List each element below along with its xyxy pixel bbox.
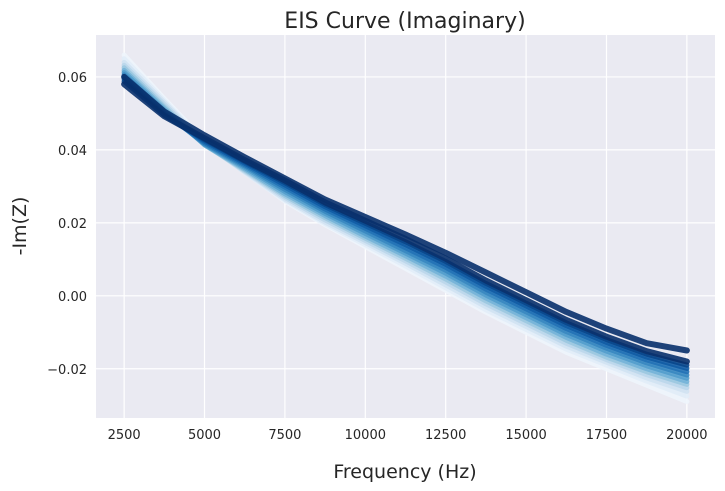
x-axis-title: Frequency (Hz): [333, 461, 476, 483]
x-tick-label: 2500: [108, 428, 141, 443]
y-tick-label: 0.00: [58, 290, 87, 305]
y-tick-label: 0.02: [58, 217, 87, 232]
x-tick-label: 15000: [505, 428, 546, 443]
y-tick-label: 0.06: [58, 71, 87, 86]
x-tick-label: 17500: [586, 428, 627, 443]
y-axis-title: -Im(Z): [9, 197, 31, 256]
x-tick-label: 12500: [425, 428, 466, 443]
x-tick-labels: 2500 5000 7500 10000 12500 15000 17500 20000: [108, 428, 708, 443]
x-tick-label: 10000: [345, 428, 386, 443]
y-tick-labels: −0.02 0.00 0.02 0.04 0.06: [47, 71, 87, 378]
x-tick-label: 5000: [188, 428, 221, 443]
x-tick-label: 7500: [268, 428, 301, 443]
series-lines: [121, 52, 690, 405]
chart-title: EIS Curve (Imaginary): [284, 9, 525, 34]
x-tick-label: 20000: [666, 428, 707, 443]
y-tick-label: 0.04: [58, 144, 87, 159]
series-line: [121, 73, 690, 354]
y-tick-label: −0.02: [47, 363, 87, 378]
